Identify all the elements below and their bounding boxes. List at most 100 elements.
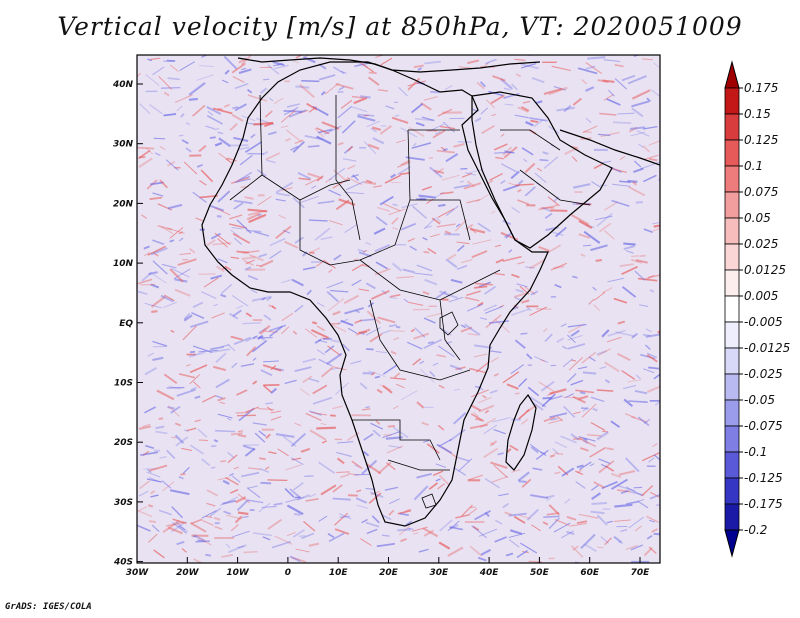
velocity-streak <box>576 464 584 469</box>
velocity-streak <box>388 296 398 300</box>
velocity-streak <box>138 149 151 160</box>
velocity-streak <box>440 146 447 151</box>
velocity-streak <box>174 434 185 444</box>
velocity-streak <box>390 173 397 179</box>
velocity-streak <box>317 200 335 205</box>
velocity-streak <box>216 215 222 218</box>
velocity-streak <box>162 520 180 533</box>
velocity-streak <box>414 117 433 122</box>
velocity-streak <box>290 556 307 563</box>
velocity-streak <box>426 443 440 454</box>
velocity-streak <box>360 538 372 547</box>
velocity-streak <box>606 98 621 106</box>
velocity-streak <box>366 179 373 184</box>
velocity-streak <box>143 245 150 250</box>
velocity-streak <box>529 443 547 457</box>
velocity-streak <box>655 504 660 506</box>
velocity-streak <box>437 108 453 117</box>
velocity-streak <box>267 518 283 530</box>
velocity-streak <box>356 504 369 509</box>
velocity-streak <box>517 471 530 482</box>
velocity-streak <box>459 180 465 183</box>
velocity-streak <box>594 215 613 221</box>
velocity-streak <box>509 529 523 536</box>
velocity-streak <box>137 524 151 532</box>
velocity-streak <box>152 340 168 347</box>
velocity-streak <box>422 527 439 538</box>
velocity-streak <box>587 56 606 60</box>
velocity-streak <box>634 525 642 532</box>
velocity-streak <box>299 83 316 99</box>
velocity-streak <box>514 392 520 395</box>
velocity-streak <box>432 470 444 476</box>
velocity-streak <box>153 549 165 559</box>
velocity-streak <box>303 520 316 532</box>
velocity-streak <box>635 259 648 264</box>
velocity-streak <box>476 194 489 203</box>
velocity-streak <box>429 370 436 378</box>
velocity-streak <box>438 203 446 207</box>
velocity-streak <box>172 518 187 525</box>
velocity-streak <box>521 418 529 425</box>
velocity-streak <box>372 185 382 188</box>
velocity-streak <box>266 296 272 302</box>
velocity-streak <box>643 228 653 234</box>
velocity-streak <box>567 343 586 350</box>
iran-coastline <box>559 129 660 166</box>
velocity-streak <box>440 327 452 336</box>
velocity-streak <box>413 64 424 69</box>
velocity-streak <box>388 208 406 216</box>
velocity-streak <box>139 480 150 489</box>
velocity-streak <box>341 120 356 134</box>
velocity-streak <box>161 480 172 489</box>
velocity-streak <box>337 441 354 444</box>
velocity-streak <box>261 297 266 301</box>
velocity-streak <box>535 100 543 105</box>
velocity-streak <box>325 177 333 183</box>
velocity-streak <box>580 533 596 549</box>
velocity-streak <box>286 532 296 536</box>
velocity-streak <box>251 295 272 302</box>
velocity-streak <box>247 94 268 102</box>
colorbar-label: -0.0125 <box>744 341 790 355</box>
velocity-streak <box>169 64 179 72</box>
velocity-streak <box>530 494 549 500</box>
velocity-streak <box>618 470 636 476</box>
velocity-streak <box>603 94 614 101</box>
velocity-streak <box>137 290 148 295</box>
velocity-streak <box>364 181 377 185</box>
velocity-streak <box>585 86 595 92</box>
velocity-streak <box>515 73 522 78</box>
velocity-streak <box>538 381 555 393</box>
velocity-streak <box>517 106 529 113</box>
velocity-streak <box>593 163 603 170</box>
velocity-streak <box>218 152 229 161</box>
velocity-streak <box>148 520 157 523</box>
velocity-streak <box>214 525 223 530</box>
velocity-streak <box>534 356 549 363</box>
velocity-streak <box>469 423 488 430</box>
velocity-streak <box>479 317 488 320</box>
velocity-streak <box>332 310 341 316</box>
velocity-streak <box>340 70 347 74</box>
velocity-streak <box>539 159 549 162</box>
velocity-streak <box>421 116 435 122</box>
velocity-streak <box>637 416 650 427</box>
velocity-streak <box>426 312 443 318</box>
velocity-streak <box>168 385 181 390</box>
velocity-streak <box>613 535 623 544</box>
velocity-streak <box>631 332 638 339</box>
velocity-streak <box>167 77 180 81</box>
lon-tick-label: 30W <box>126 568 150 578</box>
velocity-streak <box>192 301 204 308</box>
velocity-streak <box>595 259 602 262</box>
velocity-streak <box>174 94 193 104</box>
velocity-streak <box>265 433 271 439</box>
velocity-streak <box>227 454 238 464</box>
velocity-streak <box>646 354 658 363</box>
velocity-streak <box>607 89 615 97</box>
colorbar-label: 0.0125 <box>744 263 786 277</box>
velocity-streak <box>511 273 520 279</box>
velocity-streak <box>161 263 177 269</box>
